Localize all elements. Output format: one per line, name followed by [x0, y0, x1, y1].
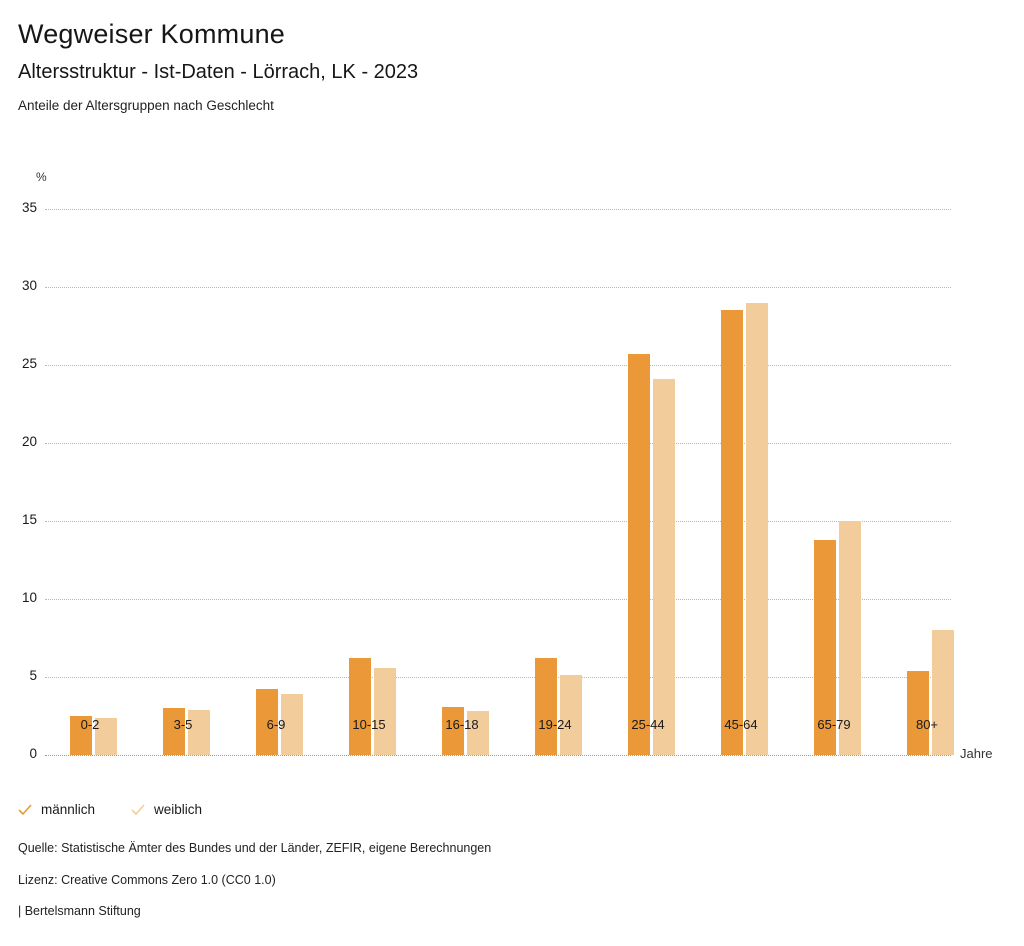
footer-license: Lizenz: Creative Commons Zero 1.0 (CC0 1… — [18, 872, 276, 887]
x-axis-tick-label: 25-44 — [631, 717, 665, 732]
bar-maennlich[interactable] — [535, 658, 557, 755]
chart-footer: Quelle: Statistische Ämter des Bundes un… — [18, 842, 491, 937]
bar-maennlich[interactable] — [628, 354, 650, 755]
legend-label: weiblich — [154, 802, 203, 817]
y-axis-tick-label: 35 — [21, 200, 37, 215]
bar-group — [435, 209, 489, 755]
y-axis-tick-label: 30 — [21, 278, 37, 293]
page-title: Wegweiser Kommune — [18, 19, 286, 49]
legend-item-weiblich[interactable]: weiblich — [131, 802, 202, 817]
bar-group — [621, 209, 675, 755]
bar-group — [249, 209, 303, 755]
gridline — [45, 755, 951, 756]
bar-weiblich[interactable] — [839, 521, 861, 755]
bar-maennlich[interactable] — [814, 539, 836, 755]
bar-weiblich[interactable] — [467, 711, 489, 755]
y-axis-tick-label: 0 — [29, 746, 37, 761]
y-axis-tick-label: 25 — [21, 356, 37, 371]
footer-publisher: | Bertelsmann Stiftung — [18, 904, 141, 918]
chart-caption: Anteile der Altersgruppen nach Geschlech… — [18, 98, 274, 114]
bar-group — [156, 209, 210, 755]
bar-weiblich[interactable] — [746, 302, 768, 755]
gridline — [45, 365, 951, 366]
check-icon — [131, 803, 145, 817]
gridline — [45, 599, 951, 600]
bar-group — [714, 209, 768, 755]
bar-weiblich[interactable] — [653, 379, 675, 755]
bar-maennlich[interactable] — [721, 310, 743, 755]
bar-maennlich[interactable] — [70, 716, 92, 755]
y-axis-tick-label: 20 — [21, 434, 37, 449]
bar-maennlich[interactable] — [256, 689, 278, 755]
bar-maennlich[interactable] — [907, 670, 929, 755]
bar-maennlich[interactable] — [442, 706, 464, 755]
footer-source: Quelle: Statistische Ämter des Bundes un… — [18, 841, 492, 855]
bar-weiblich[interactable] — [374, 667, 396, 755]
chart-subtitle: Altersstruktur - Ist-Daten - Lörrach, LK… — [18, 61, 419, 84]
bar-group — [900, 209, 954, 755]
check-icon — [18, 803, 32, 817]
bar-weiblich[interactable] — [560, 675, 582, 755]
chart-legend: männlich weiblich — [18, 802, 202, 817]
bar-weiblich[interactable] — [932, 630, 954, 755]
legend-item-maennlich[interactable]: männlich — [18, 802, 95, 817]
bar-weiblich[interactable] — [281, 694, 303, 755]
legend-label: männlich — [41, 802, 96, 817]
x-axis-tick-label: 0-2 — [80, 717, 100, 732]
x-axis-tick-label: 19-24 — [538, 717, 572, 732]
bar-group — [342, 209, 396, 755]
bars-layer — [45, 209, 954, 755]
x-axis-tick-label: 3-5 — [173, 717, 193, 732]
y-axis-tick-label: 10 — [21, 590, 37, 605]
gridlines: 0 5 10 15 20 25 30 35 — [22, 200, 951, 761]
gridline — [45, 209, 951, 210]
y-axis-tick-label: 15 — [21, 512, 37, 527]
x-axis-tick-label: 45-64 — [724, 717, 758, 732]
x-axis-tick-label: 10-15 — [352, 717, 386, 732]
gridline — [45, 287, 951, 288]
bar-group — [63, 209, 117, 755]
x-axis-unit: Jahre — [960, 746, 993, 761]
chart-header: Wegweiser Kommune Altersstruktur - Ist-D… — [0, 0, 1024, 115]
bar-group — [807, 209, 861, 755]
chart-plot-wrapper: % 0 5 10 15 20 25 30 35 0-2 3-5 6-9 10-15 16-18 19-2… — [0, 160, 1024, 800]
x-axis-tick-label: 16-18 — [445, 717, 479, 732]
x-axis-tick-label: 6-9 — [266, 717, 286, 732]
x-axis-tick-label: 65-79 — [817, 717, 851, 732]
plot-area: 0 5 10 15 20 25 30 35 — [22, 200, 954, 761]
bar-weiblich[interactable] — [188, 709, 210, 755]
bar-maennlich[interactable] — [163, 708, 185, 755]
bar-maennlich[interactable] — [349, 658, 371, 755]
gridline — [45, 521, 951, 522]
x-axis-tick-label: 80+ — [915, 717, 939, 732]
y-axis-unit: % — [36, 170, 47, 184]
bar-group — [528, 209, 582, 755]
gridline — [45, 677, 951, 678]
y-axis-tick-label: 5 — [29, 668, 37, 683]
gridline — [45, 443, 951, 444]
bar-weiblich[interactable] — [95, 717, 117, 755]
